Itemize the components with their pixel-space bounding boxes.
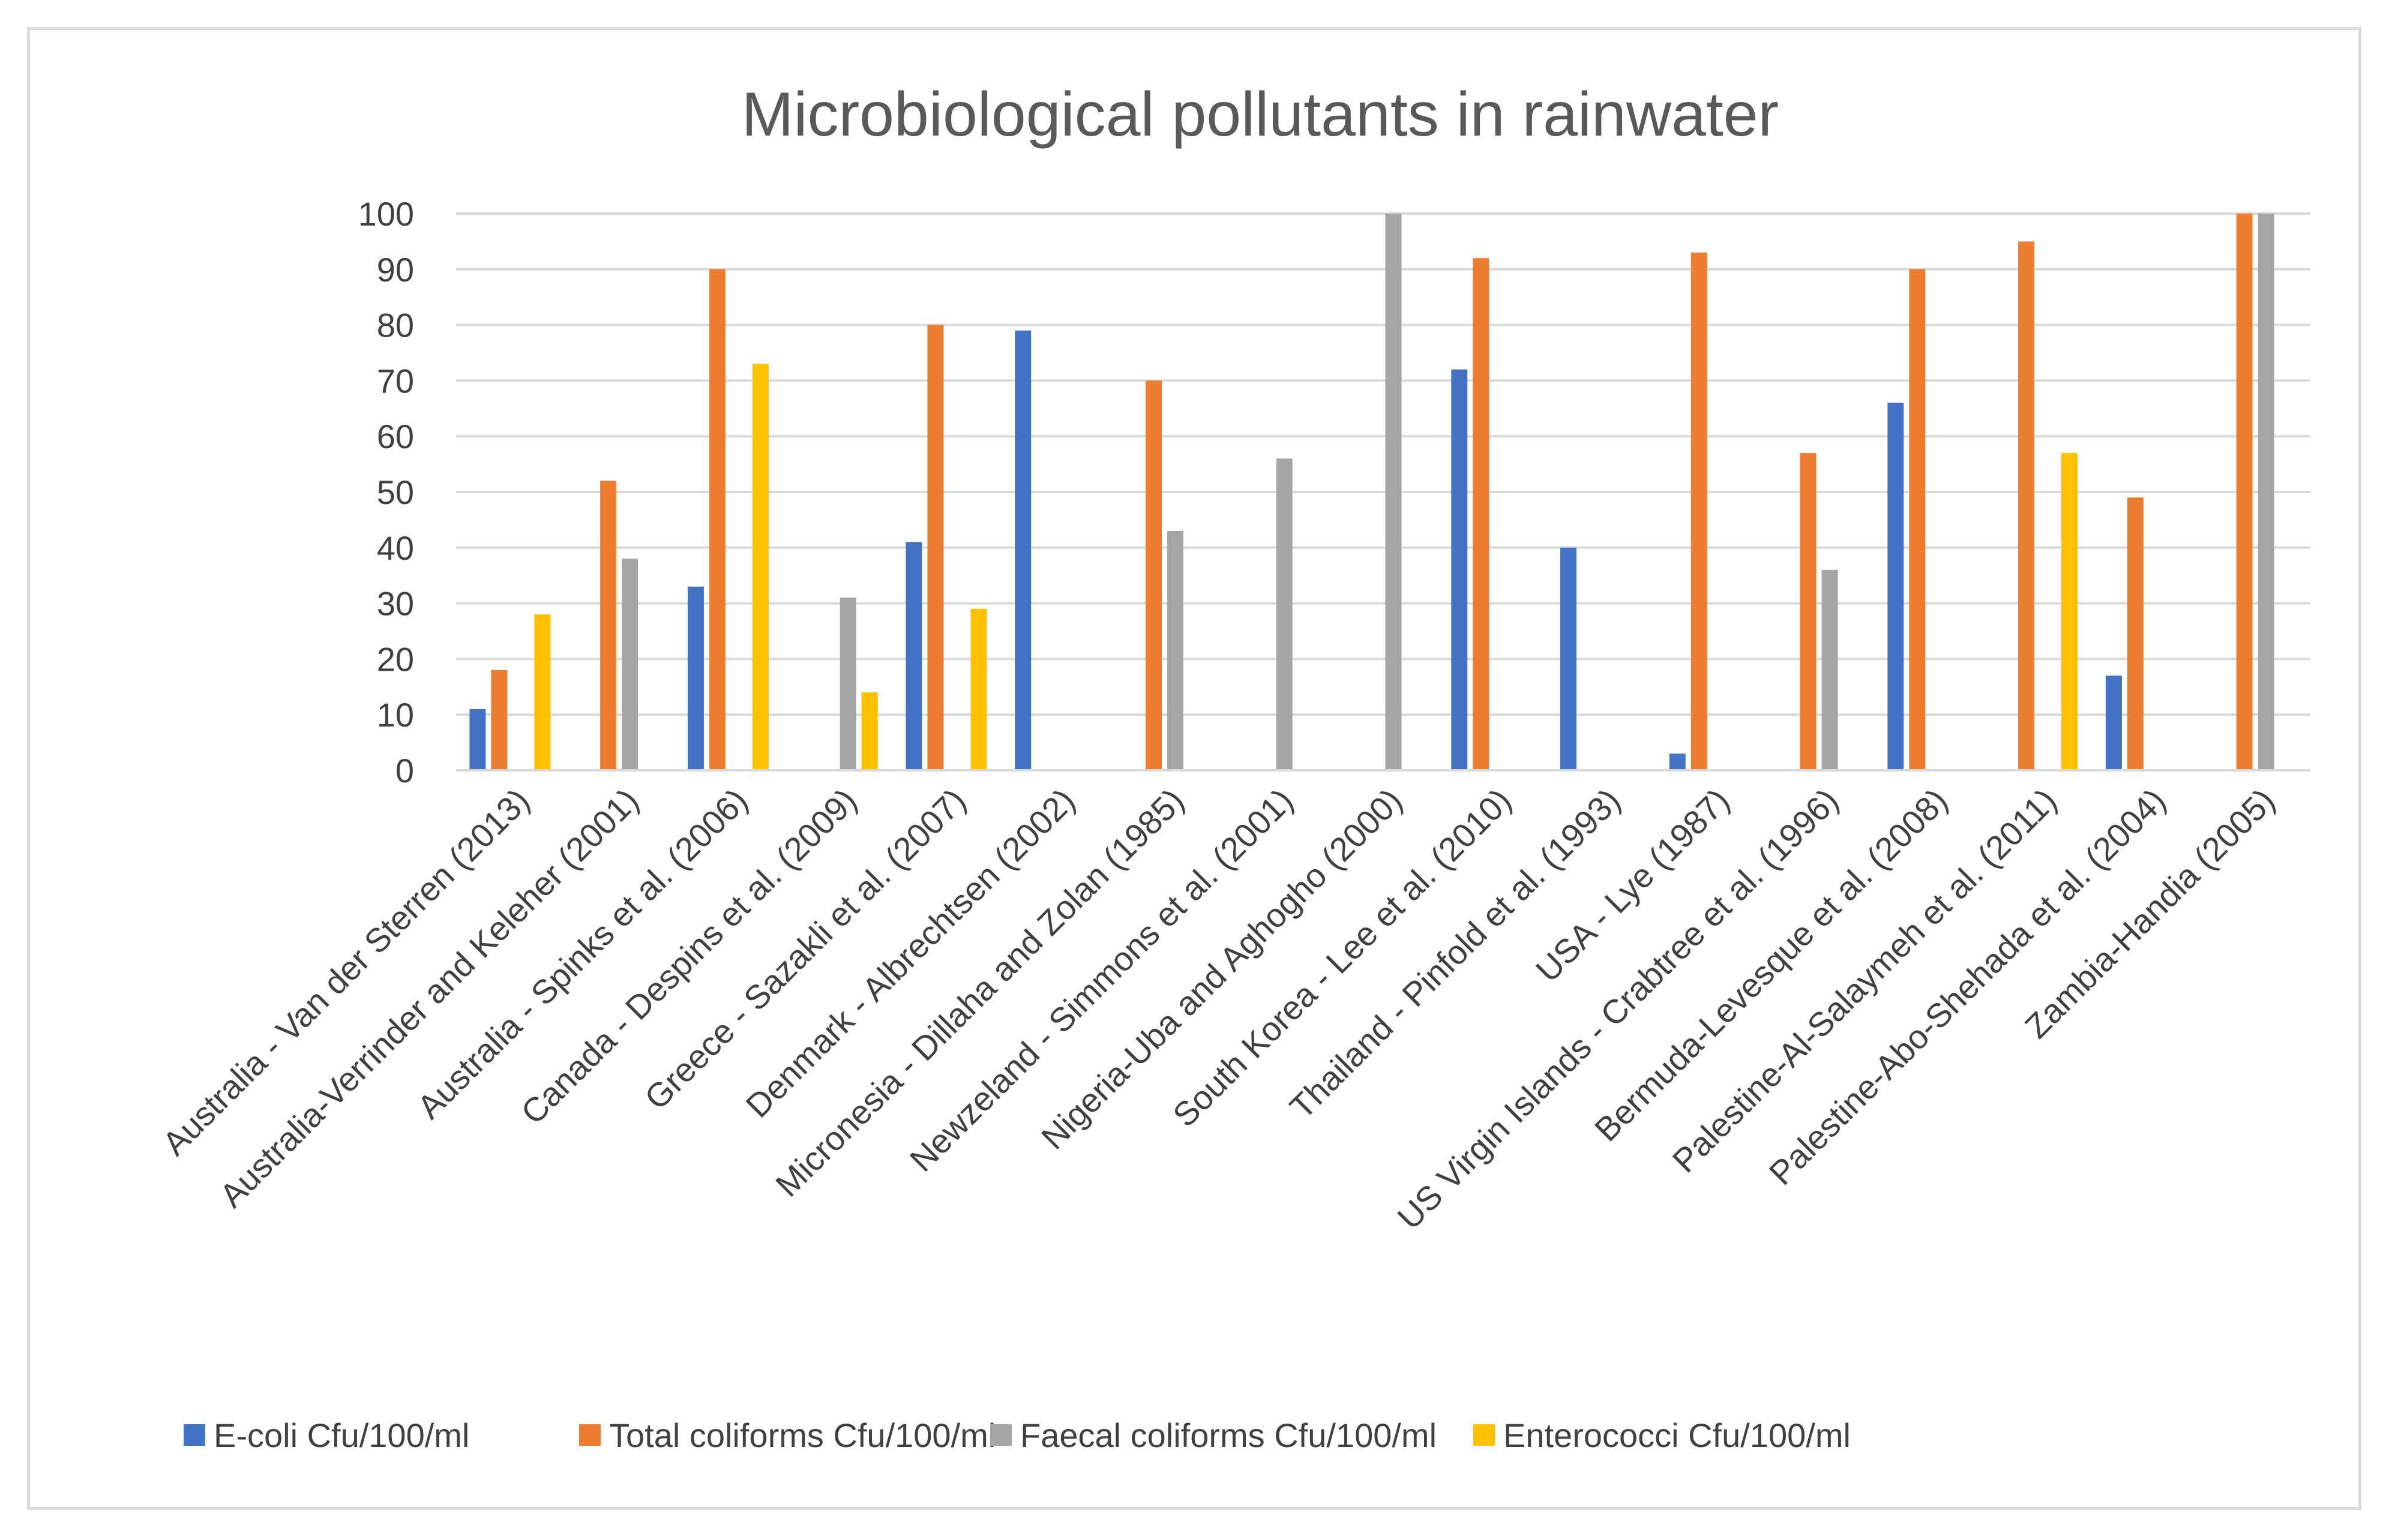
- legend: E-coli Cfu/100/ml Total coliforms Cfu/100…: [184, 1416, 1851, 1454]
- bar: [1800, 453, 1817, 770]
- bar: [1887, 403, 1904, 770]
- bar: [1145, 380, 1162, 770]
- bars: [469, 214, 2274, 771]
- bar: [1276, 458, 1293, 770]
- bar: [2105, 676, 2122, 770]
- bar: [534, 614, 551, 770]
- y-tick-label: 80: [377, 307, 414, 344]
- bar: [1385, 214, 1402, 770]
- chart-title: Microbiological pollutants in rainwater: [742, 80, 1779, 149]
- bar: [752, 364, 769, 770]
- bar: [600, 481, 617, 770]
- bar: [1669, 754, 1686, 770]
- category-label: Palestine-Abo-Shehada et al. (2004): [1762, 781, 2173, 1192]
- legend-label: Total coliforms Cfu/100/ml: [609, 1416, 996, 1454]
- bar: [2061, 453, 2078, 770]
- bar: [840, 598, 856, 770]
- legend-swatch: [1473, 1424, 1495, 1446]
- bar: [1451, 369, 1468, 770]
- category-label: USA - Lye (1987): [1528, 781, 1737, 989]
- bar: [622, 559, 639, 770]
- y-tick-label: 70: [377, 362, 414, 400]
- bar: [1690, 252, 1707, 771]
- legend-label: Faecal coliforms Cfu/100/ml: [1020, 1416, 1437, 1454]
- y-tick-label: 0: [395, 752, 414, 789]
- category-label: Australia-Verrinder and Keleher (2001): [212, 781, 646, 1214]
- bar: [469, 709, 486, 770]
- y-tick-label: 40: [377, 529, 414, 567]
- y-tick-label: 90: [377, 251, 414, 289]
- bar: [491, 670, 508, 770]
- y-tick-label: 10: [377, 696, 414, 734]
- bar: [1473, 258, 1489, 770]
- category-labels: Australia - Van der Sterren (2013)Austra…: [155, 781, 2282, 1236]
- legend-label: Enterococci Cfu/100/ml: [1503, 1416, 1851, 1454]
- bar: [927, 325, 944, 770]
- legend-item: Faecal coliforms Cfu/100/ml: [990, 1416, 1437, 1454]
- bar: [906, 542, 922, 770]
- legend-label: E-coli Cfu/100/ml: [214, 1416, 469, 1454]
- bar: [1167, 530, 1183, 770]
- bar: [2018, 241, 2035, 770]
- y-tick-label: 60: [377, 418, 414, 455]
- bar: [1821, 569, 1838, 770]
- y-tick-label: 20: [377, 640, 414, 678]
- legend-swatch: [990, 1424, 1012, 1446]
- bar: [2127, 497, 2144, 770]
- category-label: Micronesia - Dillaha and Zolan (1985): [768, 781, 1191, 1204]
- y-tick-label: 30: [377, 585, 414, 623]
- bar: [2258, 214, 2274, 770]
- bar: [1909, 269, 1926, 770]
- category-label: Palestine-Al-Salaymeh et al. (2011): [1665, 781, 2064, 1179]
- bar: [687, 586, 704, 770]
- category-label: Newzeland - Simmons et al. (2001): [903, 781, 1300, 1179]
- y-tick-label: 100: [358, 195, 414, 233]
- chart-area: [27, 27, 2361, 1510]
- bar: [1015, 330, 1032, 770]
- bar: [1560, 547, 1577, 770]
- y-axis-ticks: 0 10 20 30 40 50 60 70 80 90 100: [358, 195, 414, 789]
- y-tick-label: 50: [377, 473, 414, 511]
- legend-item: E-coli Cfu/100/ml: [184, 1416, 469, 1454]
- legend-item: Enterococci Cfu/100/ml: [1473, 1416, 1851, 1454]
- bar: [709, 269, 726, 770]
- bar: [861, 692, 878, 770]
- bar: [2236, 214, 2253, 770]
- legend-swatch: [579, 1424, 601, 1446]
- bar: [970, 608, 987, 770]
- legend-swatch: [184, 1424, 205, 1446]
- legend-item: Total coliforms Cfu/100/ml: [579, 1416, 996, 1454]
